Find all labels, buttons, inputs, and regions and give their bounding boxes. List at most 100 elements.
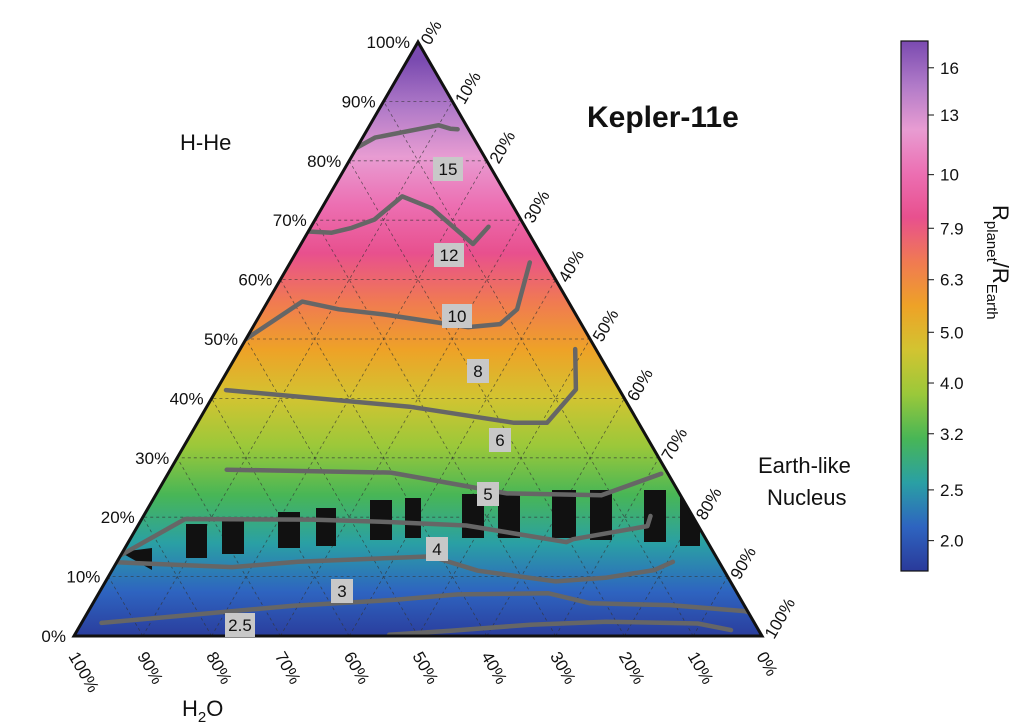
contour-label-15: 15: [433, 157, 463, 181]
colorbar-tick-label: 2.5: [940, 481, 964, 500]
contour-lines: [99, 122, 751, 636]
tick-label: 60%: [623, 365, 656, 404]
composition-field: [74, 42, 762, 636]
tick-label: 30%: [546, 649, 579, 688]
grid-line: [348, 160, 625, 636]
tick-label: 90%: [342, 92, 376, 111]
colorbar-rect: [900, 40, 929, 572]
cb-label-sub1: planet: [983, 221, 1000, 263]
tick-label: 50%: [589, 306, 622, 345]
contour-label-10: 10: [442, 304, 472, 328]
grid-line: [383, 101, 694, 636]
infeasible-bar: [644, 490, 666, 542]
contour-6: [224, 467, 664, 498]
tick-label: 80%: [692, 484, 725, 523]
contour-label-text: 8: [473, 362, 482, 381]
infeasible-bar: [498, 492, 520, 538]
tick-label: 30%: [520, 187, 553, 226]
colorbar-label: Rplanet/REarth: [983, 205, 1013, 320]
chart-title: Kepler-11e: [587, 101, 739, 134]
contour-labels: 2.5 3 4 5 6 8 10 12 15: [225, 157, 511, 637]
contour-4: [114, 554, 676, 584]
contour-label-text: 6: [495, 431, 504, 450]
contour-label-4: 4: [426, 537, 448, 561]
contour-label-3: 3: [331, 579, 353, 603]
tick-label: 50%: [204, 330, 238, 349]
grid-line: [486, 398, 625, 636]
colorbar: 16 13 10 7.9 6.3 5.0 4.0 3.2 2.5 2.0 Rplanet/REar…: [900, 40, 1013, 572]
infeasible-bar: [222, 520, 244, 554]
tick-label: 80%: [202, 649, 235, 688]
infeasible-bar: [186, 524, 207, 558]
grid-line: [211, 160, 488, 636]
contour-label-text: 3: [337, 582, 346, 601]
infeasible-bar: [316, 508, 336, 546]
tick-label: 0%: [753, 649, 782, 680]
tick-label: 20%: [486, 128, 519, 167]
tick-label: 70%: [273, 211, 307, 230]
infeasible-bar: [552, 490, 576, 538]
contour-label-box: [467, 359, 489, 383]
contour-label-box: [489, 428, 511, 452]
contour-12: [306, 194, 491, 247]
colorbar-tick-label: 10: [940, 166, 959, 185]
contour-label-box: [442, 304, 472, 328]
contour-label-5: 5: [477, 482, 499, 506]
tick-label: 80%: [307, 152, 341, 171]
contour-label-text: 15: [439, 160, 458, 179]
left-axis-ticks: 0% 10% 20% 30% 40% 50% 60% 70% 80% 90% 100%: [41, 33, 410, 646]
colorbar-tick-label: 13: [940, 106, 959, 125]
contour-label-12: 12: [434, 243, 464, 267]
infeasible-bar: [590, 490, 612, 540]
colorbar-tick-label: 7.9: [940, 219, 964, 238]
vertex-label-nucleus: Nucleus: [767, 485, 846, 510]
vertex-label-hhe: H-He: [180, 130, 231, 155]
infeasible-bar: [405, 498, 421, 538]
colorbar-tick-label: 3.2: [940, 425, 964, 444]
contour-label-box: [426, 537, 448, 561]
grid-line: [211, 398, 350, 636]
tick-label: 20%: [101, 508, 135, 527]
colorbar-ticks: 16 13 10 7.9 6.3 5.0 4.0 3.2 2.5 2.0: [928, 59, 964, 551]
contour-5: [118, 513, 653, 558]
colorbar-tick-label: 6.3: [940, 271, 964, 290]
contour-label-box: [434, 243, 464, 267]
tick-label: 60%: [340, 649, 373, 688]
contour-label-box: [331, 579, 353, 603]
tick-label: 20%: [615, 649, 648, 688]
contour-8: [223, 346, 579, 426]
contour-label-text: 12: [440, 246, 459, 265]
contour-label-box: [433, 157, 463, 181]
contour-label-8: 8: [467, 359, 489, 383]
contour-label-2.5: 2.5: [225, 613, 255, 637]
tick-label: 30%: [135, 449, 169, 468]
contour-10: [243, 260, 533, 342]
colorbar-tick-label: 16: [940, 59, 959, 78]
contour-label-box: [477, 482, 499, 506]
tick-label: 100%: [367, 33, 410, 52]
tick-label: 10%: [66, 568, 100, 587]
tick-label: 10%: [451, 68, 484, 107]
tick-label: 50%: [409, 649, 442, 688]
tick-label: 90%: [133, 649, 166, 688]
contour-3: [99, 590, 751, 626]
h2o-sub: 2: [198, 709, 206, 724]
contour-label-text: 10: [448, 307, 467, 326]
grid-line: [555, 457, 660, 636]
contour-label-text: 4: [432, 540, 441, 559]
cb-label-r1: R: [988, 205, 1013, 221]
cb-label-mid: /R: [988, 262, 1013, 284]
tick-label: 100%: [761, 595, 799, 642]
grid-line: [314, 219, 556, 636]
tick-label: 40%: [170, 389, 204, 408]
tick-label: 70%: [271, 649, 304, 688]
triangle-outline: [71, 39, 765, 638]
tick-label: 0%: [417, 17, 446, 48]
tick-label: 40%: [477, 649, 510, 688]
vertex-label-h2o: H2O: [182, 696, 223, 724]
tick-label: 60%: [238, 271, 272, 290]
contour-label-text: 5: [483, 485, 492, 504]
tick-label: 40%: [555, 247, 588, 286]
colorbar-tick-label: 2.0: [940, 532, 964, 551]
